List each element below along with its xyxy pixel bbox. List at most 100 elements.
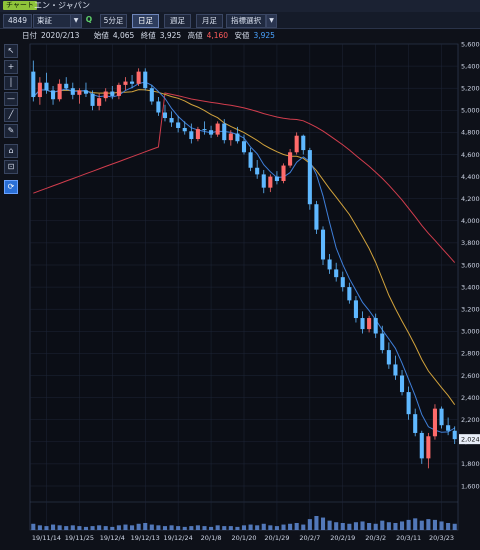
candle-body <box>453 431 457 439</box>
candle-body <box>413 414 417 433</box>
volume-bar <box>328 521 332 530</box>
candle-body <box>295 136 299 153</box>
candle-body <box>433 409 437 437</box>
x-tick-label: 20/3/23 <box>429 534 454 542</box>
volume-bar <box>156 525 160 530</box>
volume-bar <box>163 526 167 530</box>
volume-bar <box>170 525 174 530</box>
volume-bar <box>130 525 134 530</box>
volume-bar <box>433 520 437 530</box>
y-tick-label: 5,000 <box>461 107 480 115</box>
candle-body <box>334 269 338 277</box>
y-tick-label: 4,600 <box>461 151 480 159</box>
volume-bar <box>347 524 351 530</box>
volume-bar <box>360 521 364 530</box>
volume-bar <box>321 518 325 530</box>
y-tick-label: 3,600 <box>461 261 480 269</box>
candle-body <box>209 130 213 134</box>
volume-bar <box>295 523 299 530</box>
candle-body <box>288 152 292 165</box>
candle-body <box>97 98 101 106</box>
volume-bar <box>242 525 246 530</box>
volume-bar <box>97 525 101 530</box>
candle-body <box>314 204 318 229</box>
volume-bar <box>222 526 226 530</box>
volume-bar <box>209 527 213 530</box>
volume-bar <box>58 525 62 530</box>
candle-body <box>51 90 55 99</box>
volume-bar <box>301 525 305 530</box>
volume-bar <box>31 524 35 530</box>
volume-bar <box>367 523 371 530</box>
candle-body <box>367 318 371 329</box>
y-tick-label: 2,600 <box>461 372 480 380</box>
volume-bar <box>453 524 457 530</box>
candle-body <box>407 392 411 414</box>
volume-bar <box>104 526 108 530</box>
y-tick-label: 3,800 <box>461 239 480 247</box>
candle-body <box>137 72 141 84</box>
candle-body <box>249 152 253 167</box>
volume-bar <box>334 522 338 530</box>
candle-body <box>163 113 167 119</box>
candle-body <box>130 82 134 84</box>
candle-body <box>202 129 206 130</box>
candle-body <box>308 150 312 204</box>
volume-bar <box>281 525 285 530</box>
candle-body <box>393 364 397 375</box>
volume-bar <box>393 523 397 530</box>
candle-body <box>216 124 220 135</box>
candle-body <box>446 425 450 431</box>
candle-body <box>104 92 108 99</box>
y-tick-label: 4,000 <box>461 217 480 225</box>
volume-bar <box>407 520 411 530</box>
candle-body <box>281 166 285 181</box>
volume-bar <box>64 526 68 530</box>
last-price-label: 2,024 <box>461 436 480 444</box>
volume-bar <box>84 527 88 530</box>
candle-body <box>117 85 121 96</box>
volume-bar <box>183 527 187 530</box>
x-tick-label: 19/12/24 <box>164 534 193 542</box>
x-tick-label: 20/3/11 <box>396 534 421 542</box>
candle-body <box>229 134 233 141</box>
volume-bar <box>51 525 55 530</box>
volume-bar <box>137 524 141 530</box>
volume-bar <box>380 521 384 530</box>
candle-body <box>360 318 364 329</box>
y-tick-label: 4,200 <box>461 195 480 203</box>
x-tick-label: 20/1/20 <box>231 534 256 542</box>
volume-bar <box>202 526 206 530</box>
candle-body <box>38 83 42 97</box>
volume-bar <box>123 525 127 530</box>
volume-bar <box>91 526 95 530</box>
x-tick-label: 20/3/2 <box>365 534 386 542</box>
y-tick-label: 4,800 <box>461 129 480 137</box>
volume-bar <box>262 524 266 530</box>
y-tick-label: 3,000 <box>461 328 480 336</box>
candle-body <box>64 84 68 88</box>
volume-bar <box>420 521 424 530</box>
candle-body <box>387 350 391 364</box>
candle-body <box>156 101 160 112</box>
volume-bar <box>196 525 200 530</box>
volume-bar <box>235 527 239 530</box>
candle-body <box>275 177 279 181</box>
x-tick-label: 19/11/14 <box>32 534 61 542</box>
volume-bar <box>341 523 345 530</box>
x-tick-label: 20/1/8 <box>201 534 222 542</box>
volume-bar <box>255 525 259 530</box>
y-tick-label: 1,600 <box>461 482 480 490</box>
candle-body <box>170 118 174 122</box>
candle-body <box>91 94 95 106</box>
candle-body <box>347 287 351 300</box>
candle-body <box>58 84 62 99</box>
candle-body <box>196 129 200 139</box>
candle-body <box>143 72 147 89</box>
volume-bar <box>150 525 154 530</box>
x-tick-label: 20/2/7 <box>299 534 320 542</box>
candle-body <box>84 90 88 93</box>
volume-bar <box>229 526 233 530</box>
volume-bar <box>308 519 312 530</box>
